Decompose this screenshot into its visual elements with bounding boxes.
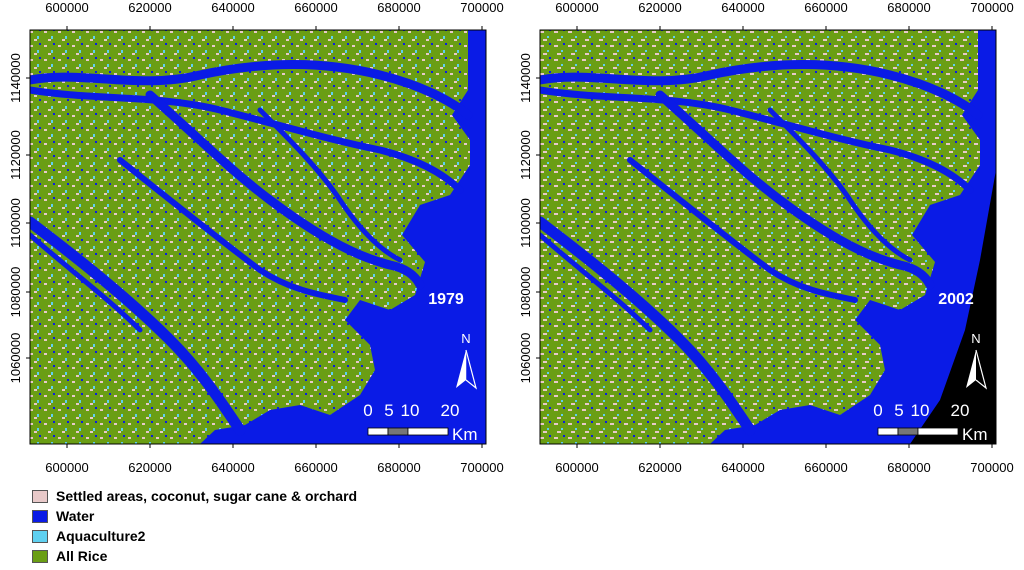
x-tick-label: 620000 (128, 460, 171, 475)
scale-label-5: 5 (894, 401, 903, 420)
scale-bar: 0 5 10 20 Km (873, 401, 987, 444)
map-year-label: 2002 (938, 291, 974, 308)
y-tick-label: 1080000 (8, 267, 23, 318)
map-2002: 2002 N 0 5 10 20 Km 600000 600000 620000 62… (510, 0, 1022, 480)
north-label: N (461, 331, 470, 346)
x-tick-label: 640000 (721, 460, 764, 475)
y-tick-label: 1100000 (518, 198, 533, 248)
rivers (534, 60, 983, 436)
scale-unit: Km (452, 425, 478, 444)
scale-unit: Km (962, 425, 988, 444)
x-tick-label: 600000 (45, 460, 88, 475)
scale-label-0: 0 (873, 401, 882, 420)
scale-label-20: 20 (951, 401, 970, 420)
y-tick-label: 1060000 (518, 333, 533, 384)
map-panel-1979: 1979 N 0 5 10 20 Km 600000 600000 620000 62… (0, 0, 512, 480)
north-arrow-icon: N (966, 331, 988, 390)
x-tick-label: 620000 (128, 0, 171, 15)
x-tick-label: 600000 (555, 0, 598, 15)
map-axes: 600000 600000 620000 620000 640000 640000 6600… (518, 0, 1014, 475)
x-tick-label: 680000 (887, 0, 930, 15)
scale-label-10: 10 (401, 401, 420, 420)
legend-swatch (32, 529, 48, 543)
x-tick-label: 700000 (460, 0, 503, 15)
legend-item-aquaculture: Aquaculture2 (32, 526, 357, 546)
scale-label-20: 20 (441, 401, 460, 420)
legend-label: Settled areas, coconut, sugar cane & orc… (56, 488, 358, 504)
legend-label: All Rice (56, 548, 108, 564)
y-tick-label: 1080000 (518, 267, 533, 318)
y-tick-label: 1120000 (8, 130, 23, 180)
x-tick-label: 680000 (377, 0, 420, 15)
legend-label: Aquaculture2 (56, 528, 146, 544)
north-label: N (971, 331, 980, 346)
x-tick-label: 640000 (211, 0, 254, 15)
scale-label-5: 5 (384, 401, 393, 420)
y-tick-label: 1100000 (8, 198, 23, 248)
x-tick-label: 660000 (804, 460, 847, 475)
delta-land (540, 30, 980, 444)
scale-label-10: 10 (911, 401, 930, 420)
scale-label-0: 0 (363, 401, 372, 420)
north-arrow-icon: N (456, 331, 478, 390)
x-tick-label: 700000 (970, 0, 1013, 15)
x-tick-label: 660000 (294, 0, 337, 15)
legend-item-rice: All Rice (32, 546, 357, 566)
x-tick-label: 700000 (460, 460, 503, 475)
legend-swatch (32, 489, 48, 503)
x-tick-label: 600000 (555, 460, 598, 475)
map-year-label: 1979 (428, 291, 464, 308)
legend-swatch (32, 549, 48, 563)
x-tick-label: 620000 (638, 460, 681, 475)
y-tick-label: 1140000 (8, 53, 23, 103)
x-tick-label: 700000 (970, 460, 1013, 475)
legend-label: Water (56, 508, 95, 524)
x-tick-label: 640000 (721, 0, 764, 15)
legend-item-settled: Settled areas, coconut, sugar cane & orc… (32, 486, 357, 506)
map-axes: 600000 600000 620000 620000 640000 640000 6600… (8, 0, 504, 475)
x-tick-label: 640000 (211, 460, 254, 475)
map-1979: 1979 N 0 5 10 20 Km 600000 600000 620000 62… (0, 0, 512, 480)
map-legend: Settled areas, coconut, sugar cane & orc… (32, 486, 357, 566)
x-tick-label: 620000 (638, 0, 681, 15)
map-panel-2002: 2002 N 0 5 10 20 Km 600000 600000 620000 62… (510, 0, 1022, 480)
x-tick-label: 600000 (45, 0, 88, 15)
rivers (24, 60, 473, 436)
legend-item-water: Water (32, 506, 357, 526)
x-tick-label: 660000 (294, 460, 337, 475)
x-tick-label: 680000 (887, 460, 930, 475)
legend-swatch (32, 509, 48, 523)
x-tick-label: 680000 (377, 460, 420, 475)
x-tick-label: 660000 (804, 0, 847, 15)
delta-land (30, 30, 470, 444)
scale-bar: 0 5 10 20 Km (363, 401, 477, 444)
y-tick-label: 1140000 (518, 53, 533, 103)
y-tick-label: 1120000 (518, 130, 533, 180)
y-tick-label: 1060000 (8, 333, 23, 384)
